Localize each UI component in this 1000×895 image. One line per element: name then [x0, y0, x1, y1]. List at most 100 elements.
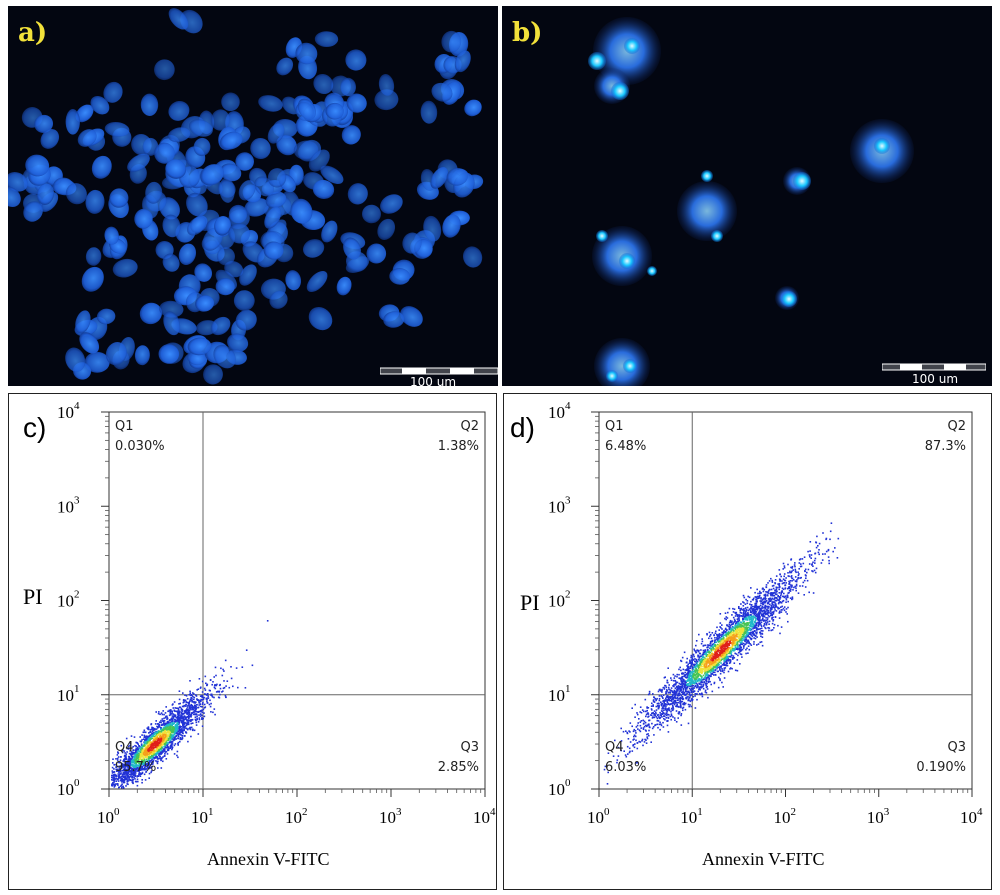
event-point: [763, 615, 765, 617]
event-point: [626, 732, 629, 735]
event-point: [159, 757, 162, 760]
event-point: [709, 640, 712, 643]
event-point: [743, 639, 746, 641]
event-point: [734, 615, 737, 617]
event-point: [126, 779, 129, 782]
event-point: [746, 639, 748, 642]
event-point: [675, 697, 677, 700]
event-point: [745, 609, 748, 611]
event-point: [663, 707, 665, 710]
event-point: [146, 751, 148, 753]
event-point: [214, 713, 216, 716]
event-point: [684, 690, 687, 693]
event-point: [144, 742, 146, 745]
event-point: [735, 624, 737, 626]
event-point: [155, 728, 158, 730]
event-point: [675, 682, 677, 685]
event-point: [749, 611, 752, 613]
event-point: [222, 687, 225, 690]
event-point: [129, 765, 131, 768]
event-point: [646, 706, 648, 708]
event-point: [702, 645, 705, 647]
event-point: [640, 720, 643, 722]
event-point: [764, 608, 767, 610]
event-point: [679, 697, 682, 699]
event-point: [146, 756, 148, 759]
event-point: [141, 738, 143, 741]
event-point: [165, 706, 167, 708]
event-point: [197, 733, 200, 735]
event-point: [758, 597, 760, 599]
event-point: [699, 693, 702, 696]
event-point: [170, 741, 172, 743]
event-point: [752, 630, 754, 633]
event-point: [750, 611, 753, 614]
event-point: [678, 694, 681, 697]
event-point: [689, 704, 691, 706]
event-point: [151, 730, 154, 733]
event-point: [746, 614, 749, 617]
event-point: [143, 766, 146, 769]
event-point: [695, 661, 697, 663]
event-point: [791, 596, 794, 598]
event-point: [119, 765, 122, 767]
event-point: [679, 690, 681, 693]
event-point: [689, 699, 691, 702]
event-point: [133, 761, 135, 763]
event-point: [208, 703, 211, 706]
event-point: [818, 542, 821, 545]
event-point: [670, 696, 673, 698]
event-point: [673, 692, 676, 695]
event-point: [122, 775, 124, 778]
event-point: [170, 717, 173, 720]
event-point: [183, 729, 185, 732]
event-point: [777, 595, 779, 598]
event-point: [661, 702, 663, 705]
event-point: [201, 706, 203, 708]
event-point: [707, 676, 709, 679]
event-point: [703, 678, 705, 680]
event-point: [778, 599, 780, 601]
event-point: [661, 691, 663, 693]
event-point: [186, 713, 188, 715]
event-point: [674, 680, 677, 682]
event-point: [178, 690, 181, 692]
event-point: [157, 767, 159, 769]
nucleus: [340, 77, 357, 97]
event-point: [211, 695, 213, 697]
nucleus: [216, 247, 235, 266]
event-point: [723, 669, 726, 671]
event-point: [201, 696, 203, 699]
event-point: [704, 691, 707, 693]
panel-d-xlabel: Annexin V-FITC: [702, 849, 825, 869]
event-point: [185, 704, 187, 706]
event-point: [832, 550, 834, 553]
event-point: [177, 730, 180, 732]
nucleus: [162, 214, 181, 238]
event-point: [706, 649, 709, 651]
event-point: [125, 757, 127, 760]
event-point: [724, 631, 727, 633]
event-point: [134, 770, 136, 772]
event-point: [770, 612, 773, 614]
event-point: [769, 609, 772, 612]
y-tick-exponent: 3: [74, 494, 80, 506]
event-point: [754, 619, 757, 622]
event-point: [122, 773, 125, 775]
nucleus: [347, 183, 368, 205]
event-point: [729, 658, 731, 661]
event-point: [188, 703, 190, 705]
event-point: [656, 717, 659, 720]
event-point: [174, 725, 177, 728]
event-point: [791, 584, 793, 587]
event-point: [724, 617, 726, 620]
event-point: [144, 765, 147, 768]
event-point: [686, 692, 688, 695]
event-point: [189, 680, 191, 682]
event-point: [226, 680, 229, 682]
event-point: [155, 752, 158, 754]
event-point: [751, 616, 753, 619]
event-point: [802, 581, 805, 584]
event-point: [760, 602, 762, 604]
event-point: [777, 607, 779, 610]
